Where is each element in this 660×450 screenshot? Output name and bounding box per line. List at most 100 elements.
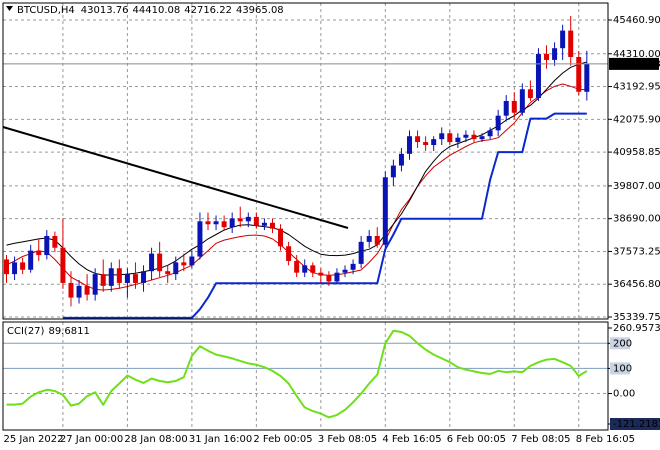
y-tick-label: 39807.00	[613, 181, 660, 192]
candle-body	[149, 253, 155, 272]
x-tick-label: 3 Feb 08:05	[318, 434, 377, 445]
x-tick-label: 31 Jan 16:00	[189, 434, 252, 445]
candle-body	[358, 241, 364, 264]
x-tick-label: 4 Feb 16:05	[382, 434, 441, 445]
y-tick-label: 200	[613, 338, 632, 349]
candle-body	[423, 142, 429, 146]
min-label-box	[610, 418, 660, 430]
trend-line	[2, 126, 349, 229]
x-tick-label: 8 Feb 16:05	[576, 434, 635, 445]
ohlc-close: 43965.08	[236, 5, 284, 16]
indicator-title: CCI(27) 89.6811	[7, 326, 90, 337]
candle-body	[535, 54, 541, 99]
candle-body	[318, 272, 324, 276]
candle-body	[584, 63, 590, 92]
candle-body	[36, 250, 42, 256]
candle-body	[519, 89, 525, 113]
candle-body	[415, 136, 421, 143]
y-tick-label: 45460.90	[613, 15, 660, 26]
candle-body	[294, 260, 300, 273]
candle-body	[213, 221, 219, 225]
ohlc-high: 44410.08	[133, 5, 181, 16]
candle-body	[560, 30, 566, 49]
x-tick-label: 27 Jan 00:00	[60, 434, 123, 445]
candle-body	[132, 274, 138, 283]
candle-body	[455, 137, 461, 143]
y-tick-label: 38690.00	[613, 214, 660, 225]
candle-body	[116, 268, 122, 283]
x-tick-label: 25 Jan 2022	[4, 434, 64, 445]
candle-body	[326, 275, 332, 282]
y-tick-label: 100	[613, 363, 632, 374]
candle-body	[447, 133, 453, 143]
candle-body	[350, 263, 356, 270]
candle-body	[108, 268, 114, 286]
candle-body	[390, 165, 396, 178]
candle-body	[229, 218, 235, 228]
candle-body	[479, 136, 485, 140]
candle-body	[261, 222, 267, 226]
candle-body	[141, 271, 147, 283]
candle-body	[68, 282, 74, 298]
cci-panel	[3, 322, 608, 430]
candle-body	[471, 134, 477, 140]
collapse-icon	[6, 6, 13, 11]
candle-body	[181, 262, 187, 266]
x-tick-label: 7 Feb 08:05	[511, 434, 570, 445]
price-frame	[2, 2, 609, 320]
candle-body	[431, 139, 437, 146]
candle-body	[342, 269, 348, 273]
x-tick-label: 6 Feb 00:05	[447, 434, 506, 445]
candle-body	[576, 56, 582, 92]
candle-body	[544, 54, 550, 60]
candle-body	[511, 101, 517, 113]
y-tick-label: 42075.90	[613, 114, 660, 125]
indicator-name: CCI(27)	[7, 326, 45, 337]
symbol: BTCUSD,H4	[17, 5, 75, 16]
candle-body	[20, 262, 26, 270]
candle-body	[366, 235, 372, 242]
candle-body	[221, 221, 227, 228]
candle-body	[157, 253, 163, 272]
candle-body	[495, 115, 501, 131]
candle-body	[463, 134, 469, 138]
x-tick-label: 28 Jan 08:00	[124, 434, 187, 445]
candle-body	[197, 221, 203, 257]
candle-body	[398, 153, 404, 166]
candle-body	[253, 216, 259, 226]
indicator-line	[62, 112, 587, 319]
candle-body	[165, 271, 171, 275]
level-label-box	[610, 337, 630, 350]
candle-body	[237, 218, 243, 222]
candle-body	[310, 265, 316, 273]
candle-body	[60, 247, 66, 283]
y-tick-label: 43192.95	[613, 82, 660, 93]
candle-body	[52, 235, 58, 248]
ohlc-low: 42716.22	[184, 5, 232, 16]
candle-body	[278, 228, 284, 247]
current-price-label: 43965.08	[613, 59, 660, 70]
level-label-box	[610, 362, 630, 375]
candle-body	[407, 136, 412, 154]
candle-body	[439, 133, 445, 140]
y-tick-label: 40958.85	[613, 147, 660, 158]
y-tick-label: -121.2183	[613, 419, 660, 430]
candle-body	[302, 265, 308, 273]
candle-body	[286, 246, 292, 261]
candle-body	[92, 274, 98, 295]
candle-body	[4, 259, 9, 275]
candle-body	[173, 262, 179, 275]
candle-body	[100, 274, 106, 286]
x-tick-label: 2 Feb 00:05	[253, 434, 312, 445]
y-tick-label: 44310.00	[613, 49, 660, 60]
candle-body	[568, 30, 574, 57]
candle-body	[374, 235, 380, 245]
candle-body	[245, 216, 251, 222]
candle-body	[487, 130, 493, 137]
candle-body	[552, 48, 558, 60]
candle-body	[382, 177, 388, 245]
cci-frame	[2, 321, 609, 431]
candle-body	[205, 221, 211, 225]
indicator-value: 89.6811	[48, 326, 89, 337]
